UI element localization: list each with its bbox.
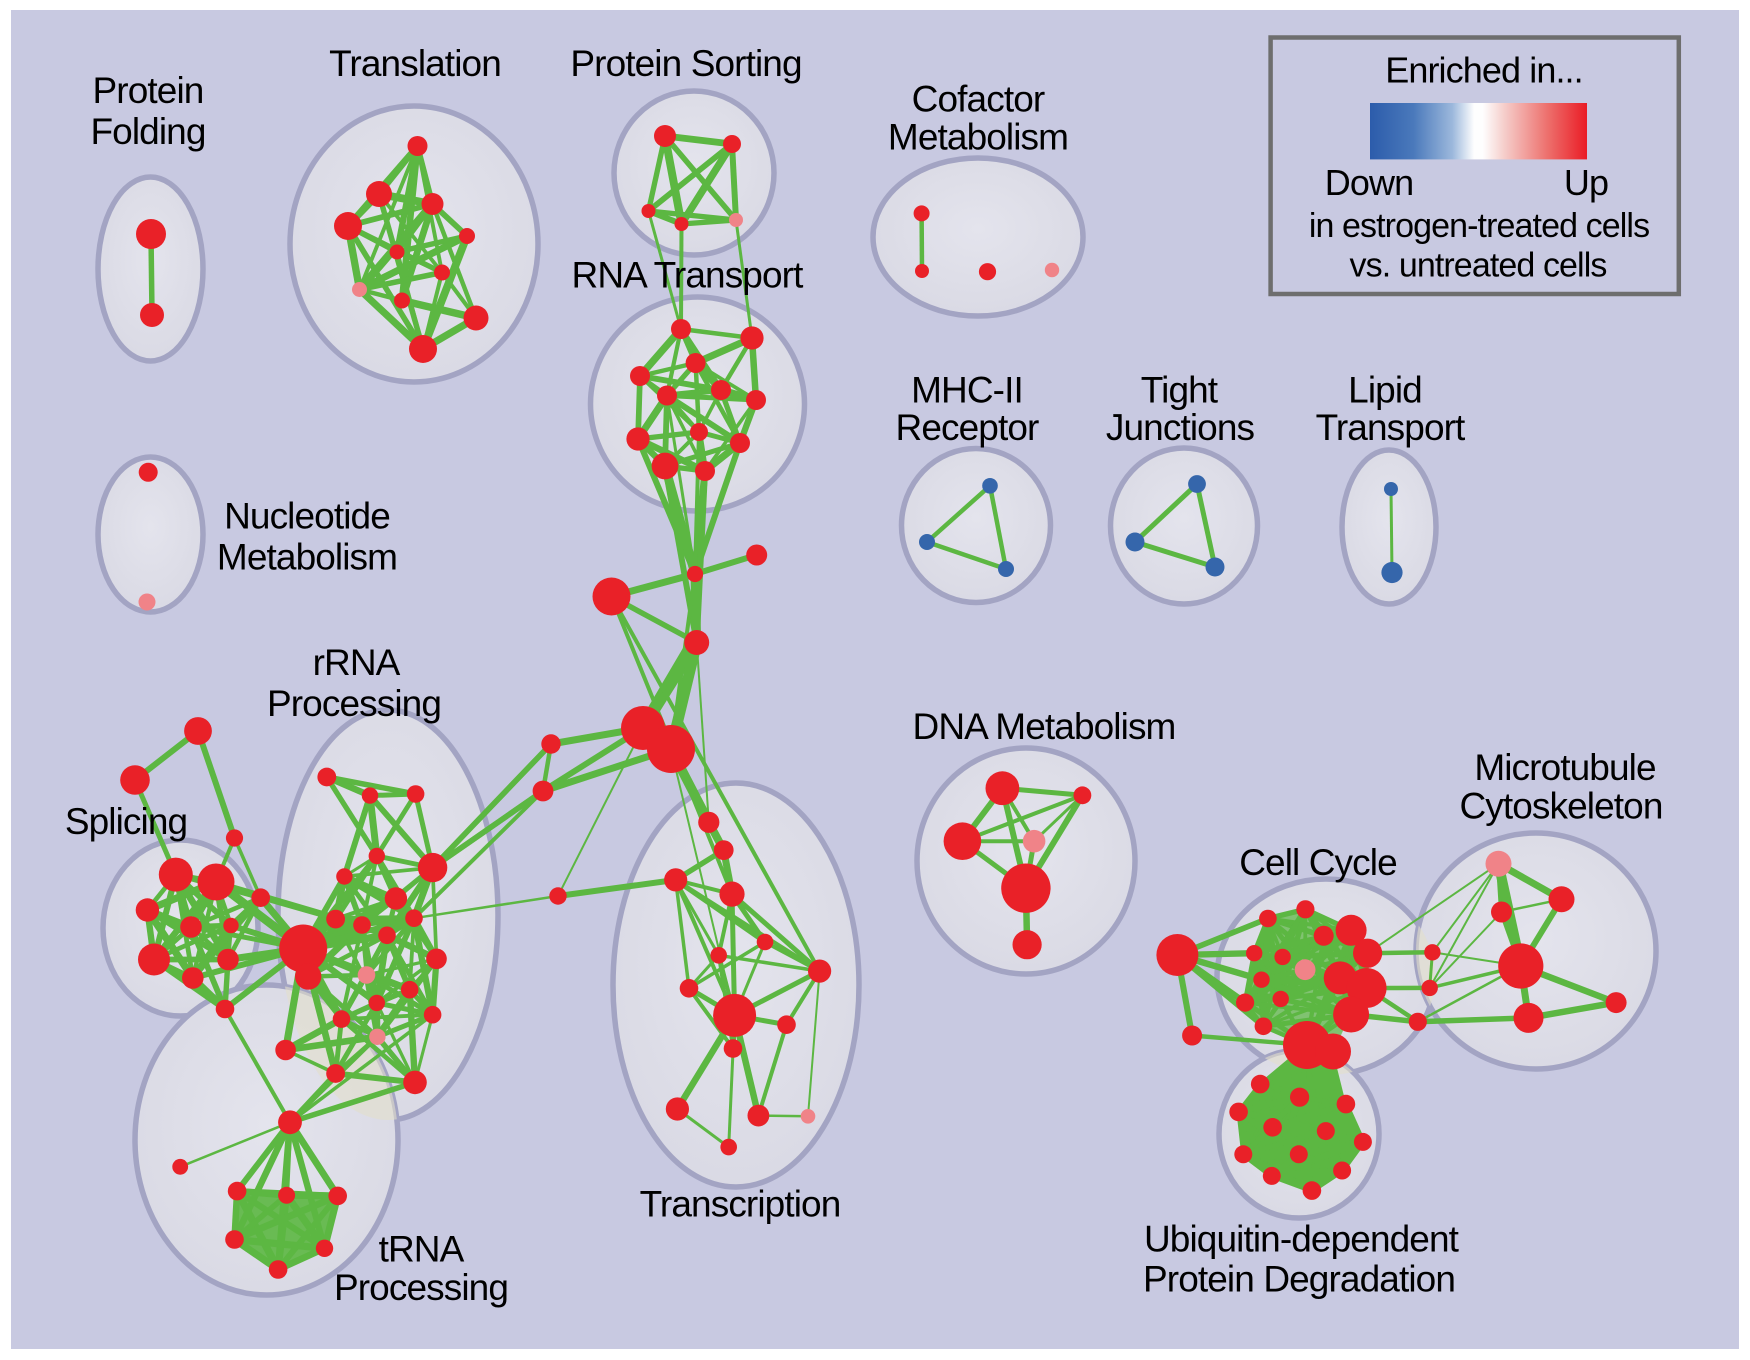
svg-text:Processing: Processing — [334, 1267, 508, 1308]
svg-text:Down: Down — [1325, 162, 1413, 203]
svg-text:Cytoskeleton: Cytoskeleton — [1459, 785, 1662, 826]
svg-text:Translation: Translation — [329, 43, 501, 84]
svg-text:RNA Transport: RNA Transport — [572, 255, 805, 296]
svg-text:Cell Cycle: Cell Cycle — [1239, 842, 1397, 883]
svg-text:Lipid: Lipid — [1348, 370, 1422, 411]
svg-text:DNA Metabolism: DNA Metabolism — [913, 706, 1176, 747]
svg-text:Enriched in...: Enriched in... — [1385, 50, 1583, 91]
svg-text:Microtubule: Microtubule — [1474, 747, 1655, 788]
svg-text:vs. untreated cells: vs. untreated cells — [1350, 247, 1607, 285]
svg-text:Metabolism: Metabolism — [888, 117, 1068, 158]
svg-text:Splicing: Splicing — [65, 801, 187, 842]
svg-text:MHC-II: MHC-II — [911, 370, 1023, 411]
svg-text:Receptor: Receptor — [896, 407, 1040, 448]
svg-text:Metabolism: Metabolism — [217, 536, 397, 577]
svg-text:tRNA: tRNA — [379, 1229, 465, 1270]
svg-text:Up: Up — [1564, 162, 1608, 203]
svg-text:Junctions: Junctions — [1106, 407, 1255, 448]
svg-text:Transport: Transport — [1316, 407, 1466, 448]
svg-text:Nucleotide: Nucleotide — [224, 496, 390, 537]
svg-text:Protein: Protein — [93, 70, 204, 111]
svg-text:Folding: Folding — [90, 111, 205, 152]
svg-text:Protein Sorting: Protein Sorting — [570, 43, 801, 84]
svg-text:rRNA: rRNA — [313, 642, 401, 683]
svg-text:Transcription: Transcription — [640, 1184, 841, 1225]
svg-text:Tight: Tight — [1141, 370, 1219, 411]
svg-text:Cofactor: Cofactor — [912, 79, 1045, 120]
svg-text:Protein Degradation: Protein Degradation — [1143, 1259, 1455, 1300]
svg-text:Ubiquitin-dependent: Ubiquitin-dependent — [1144, 1218, 1460, 1259]
svg-text:in estrogen-treated cells: in estrogen-treated cells — [1309, 207, 1649, 245]
svg-text:Processing: Processing — [267, 683, 441, 724]
